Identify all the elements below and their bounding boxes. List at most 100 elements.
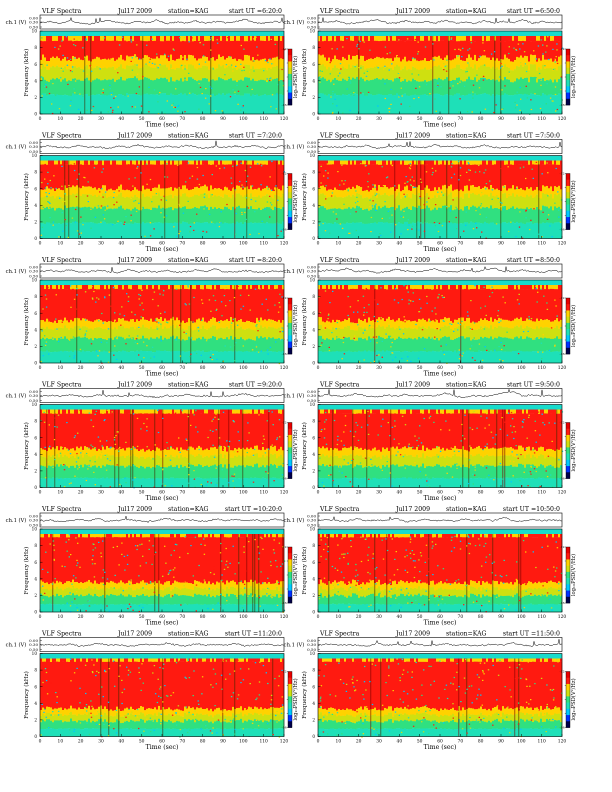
spectrogram-speckle (212, 68, 214, 70)
spectrogram-speckle (187, 200, 189, 202)
spectrogram-cell (86, 186, 89, 195)
spectrogram-spike (142, 36, 144, 114)
spectrogram-cell (524, 197, 527, 210)
spectrogram-cell (150, 198, 153, 211)
spectrogram-cell (386, 207, 389, 223)
spectrogram-cell (166, 195, 169, 209)
spectrogram-cell (544, 186, 547, 195)
spectrogram-cell (220, 351, 223, 364)
spectrogram-cell (398, 164, 401, 185)
spectrogram-speckle (485, 188, 487, 190)
spectrogram-speckle (266, 170, 268, 172)
spectrogram-cell (320, 206, 323, 223)
spectrogram-cell (50, 164, 53, 190)
spectrogram-cell (328, 57, 331, 68)
spectrogram-cell (212, 285, 215, 290)
spectrogram-speckle (240, 162, 242, 164)
spectrogram-cell (138, 68, 141, 81)
spectrogram-cell (496, 208, 499, 224)
spectrogram-cell (108, 223, 111, 239)
spectrogram-cell (552, 223, 555, 239)
spectrogram-cell (184, 340, 187, 352)
spectrogram-cell (66, 164, 69, 189)
spectrogram-cell (412, 78, 415, 96)
spectrogram-cell (152, 288, 155, 322)
spectrogram-cell (222, 285, 225, 290)
spectrogram-cell (342, 209, 345, 224)
spectrogram-cell (64, 325, 67, 337)
time-tick-label: 30 (376, 117, 382, 122)
spectrogram-speckle (232, 187, 234, 189)
spectrogram-cell (138, 328, 141, 340)
spectrogram-top-band (318, 31, 562, 36)
spectrogram-cell (496, 58, 499, 68)
spectrogram-cell (144, 196, 147, 210)
spectrogram-cell (548, 208, 551, 223)
spectrogram-cell (160, 64, 163, 78)
spectrogram-speckle (391, 63, 393, 65)
spectrogram-speckle (415, 87, 417, 89)
spectrogram-cell (326, 223, 329, 239)
spectrogram-cell (82, 318, 85, 327)
spectrogram-speckle (215, 165, 217, 167)
spectrogram-cell (558, 222, 561, 239)
spectrogram-speckle (374, 194, 377, 196)
spectrogram-cell (178, 328, 181, 340)
spectrogram-cell (528, 61, 531, 71)
spectrogram-cell (162, 207, 165, 224)
spectrogram-cell (266, 40, 269, 62)
spectrogram-cell (240, 36, 243, 41)
spectrogram-cell (164, 41, 167, 55)
spectrogram-cell (58, 79, 61, 96)
spectrogram-cell (236, 36, 239, 42)
spectrogram-cell (532, 64, 535, 78)
spectrogram-cell (356, 41, 359, 56)
colorbar-step (288, 55, 292, 62)
spectrogram-cell (124, 36, 127, 41)
spectrogram-cell (548, 68, 551, 81)
spectrogram-speckle (346, 38, 348, 40)
spectrogram-cell (402, 223, 405, 239)
spectrogram-cell (340, 95, 343, 115)
spectrogram-cell (88, 95, 91, 115)
spectrogram-cell (318, 93, 321, 115)
spectrogram-speckle (167, 55, 170, 57)
spectrogram-cell (414, 67, 417, 81)
spectrogram-speckle (412, 57, 414, 59)
colorbar-step (288, 217, 292, 224)
spectrogram-cell (334, 41, 337, 56)
spectrogram-cell (474, 36, 477, 42)
spectrogram-spike (68, 160, 70, 239)
spectrogram-cell (238, 164, 241, 186)
spectrogram-speckle (253, 38, 255, 40)
spectrogram-speckle (116, 201, 118, 203)
spectrogram-cell (202, 186, 205, 194)
spectrogram-cell (84, 164, 87, 187)
spectrogram-speckle (328, 232, 331, 234)
spectrogram-cell (192, 223, 195, 239)
spectrogram-cell (264, 160, 267, 165)
spectrogram-cell (44, 321, 47, 330)
spectrogram-cell (274, 206, 277, 224)
spectrogram-cell (546, 185, 549, 195)
spectrogram-cell (50, 67, 53, 80)
spectrogram-cell (342, 197, 345, 210)
spectrogram-cell (40, 222, 43, 239)
spectrogram-cell (248, 55, 251, 66)
spectrogram-cell (84, 336, 87, 352)
spectrogram-cell (54, 94, 57, 115)
spectrogram-cell (104, 79, 107, 96)
spectrogram-cell (122, 337, 125, 351)
spectrogram-cell (262, 288, 265, 321)
spectrogram-cell (418, 61, 421, 71)
spectrogram-cell (244, 208, 247, 223)
spectrogram-cell (330, 40, 333, 62)
spectrogram-cell (244, 160, 247, 165)
spectrogram-speckle (121, 36, 124, 38)
spectrogram-speckle (167, 194, 169, 196)
spectrogram-cell (268, 36, 271, 41)
spectrogram-cell (44, 160, 47, 165)
spectrogram-speckle (547, 172, 549, 174)
spectrogram-cell (498, 69, 501, 82)
spectrogram-cell (172, 69, 175, 82)
